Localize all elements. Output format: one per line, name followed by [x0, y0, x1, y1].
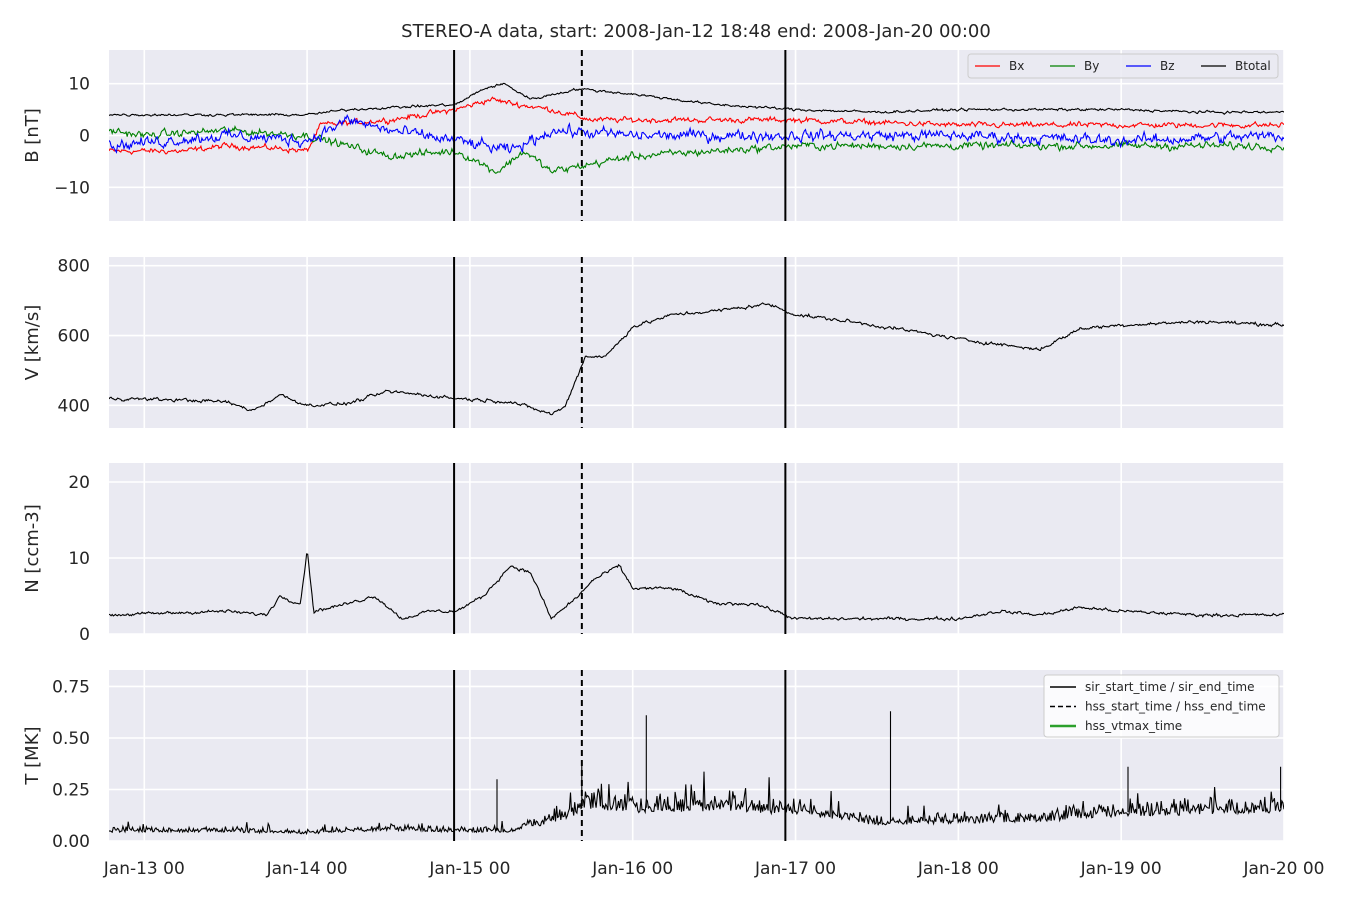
series-line-btotal — [109, 82, 1284, 117]
x-axis: Jan-13 00 Jan-14 00 Jan-15 00 Jan-16 00 Jan-… — [103, 859, 1325, 879]
y-tick-label: 800 — [58, 257, 90, 277]
y-axis-label: N [ccm-3] — [22, 504, 43, 593]
panels-group: −10 0 10 B [nT] Bx By Bz Btotal 400 600 800 V [km/s… — [22, 50, 1285, 852]
y-axis-label: V [km/s] — [22, 305, 43, 380]
x-tick-label: Jan-14 00 — [266, 859, 348, 879]
y-tick-label: −10 — [54, 178, 90, 198]
y-tick-label: 0 — [79, 127, 90, 147]
y-tick-label: 0.25 — [52, 780, 90, 800]
y-tick-label: 10 — [68, 549, 90, 569]
legend-label: Bx — [1009, 59, 1024, 73]
x-tick-label: Jan-19 00 — [1080, 859, 1162, 879]
panel-v-background — [109, 257, 1284, 428]
legend-frame — [967, 53, 1279, 79]
x-tick-label: Jan-20 00 — [1242, 859, 1324, 879]
legend-label: sir_start_time / sir_end_time — [1085, 680, 1255, 694]
series-line-bx — [109, 96, 1284, 156]
series-line-v — [109, 302, 1284, 416]
panel-b-grid — [109, 50, 1285, 221]
y-tick-label: 10 — [68, 75, 90, 95]
figure-title: STEREO-A data, start: 2008-Jan-12 18:48 … — [401, 21, 991, 42]
panel-n-background — [109, 463, 1284, 634]
series-legend: Bx By Bz Btotal — [967, 53, 1279, 79]
legend-frame — [1043, 674, 1280, 738]
y-axis-label: T [MK] — [22, 726, 43, 785]
panel-n-grid — [109, 463, 1285, 635]
legend-label: hss_vtmax_time — [1085, 719, 1182, 733]
legend-label: By — [1084, 59, 1099, 73]
y-tick-label: 400 — [58, 396, 90, 416]
y-axis-label: B [nT] — [22, 108, 43, 163]
panel-n: 0 10 20 N [ccm-3] — [22, 463, 1285, 645]
y-tick-label: 20 — [68, 473, 90, 493]
x-tick-label: Jan-15 00 — [428, 859, 510, 879]
series-line-n — [109, 553, 1284, 622]
series-line-t — [109, 711, 1284, 836]
series-line-by — [109, 125, 1284, 174]
y-tick-label: 0 — [79, 625, 90, 645]
x-tick-label: Jan-16 00 — [591, 859, 673, 879]
event-legend: sir_start_time / sir_end_time hss_start_t… — [1043, 674, 1280, 738]
y-tick-label: 600 — [58, 327, 90, 347]
legend-label: hss_start_time / hss_end_time — [1085, 700, 1266, 714]
legend-label: Btotal — [1235, 59, 1271, 73]
series-line-bz — [109, 113, 1284, 155]
panel-b: −10 0 10 B [nT] Bx By Bz Btotal — [22, 50, 1285, 221]
x-tick-label: Jan-18 00 — [917, 859, 999, 879]
x-tick-label: Jan-13 00 — [103, 859, 185, 879]
panel-t: 0.00 0.25 0.50 0.75 T [MK] sir_start_time / s… — [22, 670, 1285, 852]
panel-v: 400 600 800 V [km/s] — [22, 257, 1285, 428]
y-tick-label: 0.50 — [52, 729, 90, 749]
y-tick-label: 0.75 — [52, 677, 90, 697]
legend-label: Bz — [1160, 59, 1175, 73]
x-tick-label: Jan-17 00 — [754, 859, 836, 879]
y-tick-label: 0.00 — [52, 832, 90, 852]
